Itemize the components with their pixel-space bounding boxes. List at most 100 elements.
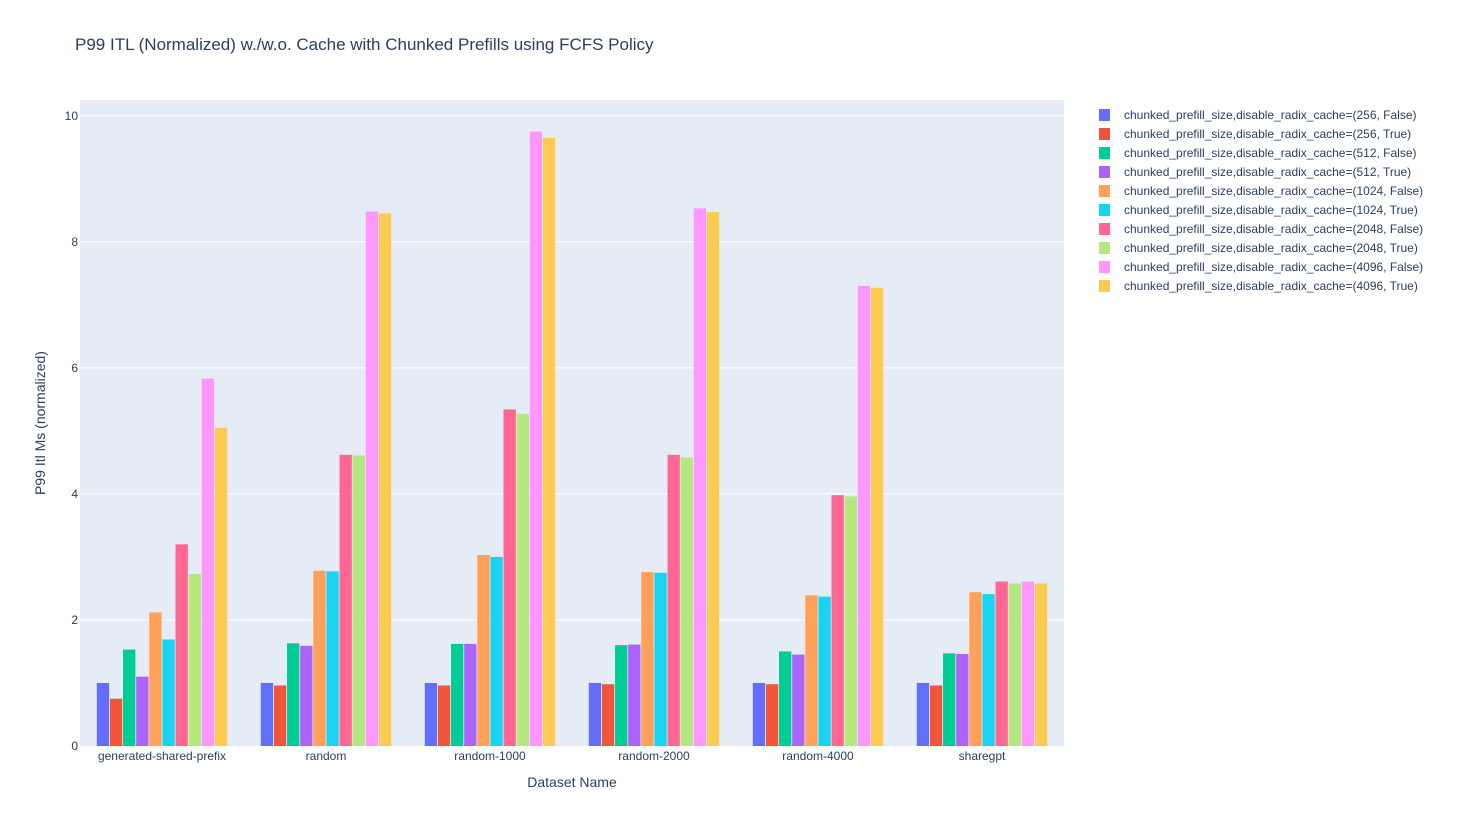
x-tick-label: random-1000 — [454, 749, 526, 763]
bars-layer — [96, 131, 1048, 747]
bar[interactable] — [641, 572, 654, 746]
legend-label: chunked_prefill_size,disable_radix_cache… — [1124, 241, 1418, 255]
series-bars — [175, 409, 1008, 746]
x-tick-label: generated-shared-prefix — [98, 749, 226, 763]
bar[interactable] — [149, 612, 162, 746]
bar[interactable] — [792, 654, 805, 746]
bar[interactable] — [136, 676, 149, 746]
legend-label: chunked_prefill_size,disable_radix_cache… — [1124, 279, 1418, 293]
bar[interactable] — [588, 682, 602, 746]
legend-item[interactable]: chunked_prefill_size,disable_radix_cache… — [1099, 222, 1423, 236]
legend-item[interactable]: chunked_prefill_size,disable_radix_cache… — [1099, 279, 1418, 293]
bar[interactable] — [162, 639, 175, 746]
bar[interactable] — [201, 378, 215, 746]
bar[interactable] — [96, 682, 110, 746]
bar[interactable] — [1021, 581, 1035, 746]
bar[interactable] — [313, 570, 326, 746]
bar[interactable] — [260, 682, 274, 746]
bar[interactable] — [831, 495, 844, 746]
bar[interactable] — [969, 592, 982, 746]
bar[interactable] — [995, 581, 1008, 746]
bar[interactable] — [477, 555, 490, 746]
legend-item[interactable]: chunked_prefill_size,disable_radix_cache… — [1099, 146, 1417, 160]
bar[interactable] — [1008, 583, 1021, 746]
bar[interactable] — [175, 544, 188, 746]
bar[interactable] — [752, 682, 766, 746]
bar[interactable] — [706, 212, 720, 746]
x-tick-label: random-4000 — [782, 749, 854, 763]
bar[interactable] — [844, 496, 857, 746]
bar[interactable] — [503, 409, 516, 746]
bar[interactable] — [188, 573, 201, 746]
bar[interactable] — [929, 685, 943, 746]
legend-item[interactable]: chunked_prefill_size,disable_radix_cache… — [1099, 203, 1418, 217]
legend-swatch — [1099, 223, 1110, 235]
bar[interactable] — [857, 285, 871, 746]
bar[interactable] — [680, 457, 693, 746]
bar[interactable] — [273, 685, 287, 746]
series-bars — [123, 643, 956, 746]
bar[interactable] — [437, 685, 451, 746]
gridlines — [80, 115, 1064, 621]
bar[interactable] — [779, 651, 792, 746]
bar[interactable] — [615, 645, 628, 746]
legend-label: chunked_prefill_size,disable_radix_cache… — [1124, 108, 1417, 122]
series-bars — [109, 684, 943, 746]
legend-swatch — [1099, 109, 1110, 121]
bar[interactable] — [300, 645, 313, 746]
series-bars — [201, 131, 1035, 747]
legend-label: chunked_prefill_size,disable_radix_cache… — [1124, 146, 1417, 160]
y-tick-label: 4 — [71, 487, 78, 501]
bar[interactable] — [601, 684, 615, 746]
chart-title: P99 ITL (Normalized) w./w.o. Cache with … — [75, 35, 654, 54]
bar[interactable] — [424, 682, 438, 746]
x-tick-label: sharegpt — [959, 749, 1006, 763]
legend-swatch — [1099, 242, 1110, 254]
bar[interactable] — [352, 455, 365, 746]
bar[interactable] — [765, 684, 779, 746]
bar[interactable] — [628, 644, 641, 746]
legend-label: chunked_prefill_size,disable_radix_cache… — [1124, 203, 1418, 217]
bar[interactable] — [870, 287, 884, 746]
bar[interactable] — [378, 213, 392, 746]
bar[interactable] — [1034, 583, 1048, 746]
bar[interactable] — [529, 131, 543, 746]
bar[interactable] — [365, 211, 379, 747]
legend-item[interactable]: chunked_prefill_size,disable_radix_cache… — [1099, 127, 1411, 141]
legend-item[interactable]: chunked_prefill_size,disable_radix_cache… — [1099, 241, 1418, 255]
bar[interactable] — [542, 137, 556, 746]
series-bars — [214, 137, 1048, 746]
bar[interactable] — [287, 643, 300, 746]
bar[interactable] — [943, 653, 956, 746]
bar[interactable] — [982, 594, 995, 746]
legend-item[interactable]: chunked_prefill_size,disable_radix_cache… — [1099, 260, 1423, 274]
bar[interactable] — [490, 556, 503, 746]
bar[interactable] — [654, 572, 667, 746]
series-bars — [188, 413, 1021, 746]
plot-area — [80, 100, 1064, 746]
bar[interactable] — [451, 643, 464, 746]
bar[interactable] — [805, 595, 818, 746]
legend-label: chunked_prefill_size,disable_radix_cache… — [1124, 127, 1411, 141]
legend-swatch — [1099, 204, 1110, 216]
bar[interactable] — [464, 643, 477, 746]
bar[interactable] — [667, 454, 680, 746]
legend-label: chunked_prefill_size,disable_radix_cache… — [1124, 222, 1423, 236]
bar[interactable] — [326, 571, 339, 746]
x-axis-title: Dataset Name — [527, 774, 617, 790]
bar[interactable] — [123, 649, 136, 746]
bar[interactable] — [516, 413, 529, 746]
bar[interactable] — [916, 682, 930, 746]
bar[interactable] — [693, 208, 707, 746]
bar[interactable] — [339, 454, 352, 746]
legend-item[interactable]: chunked_prefill_size,disable_radix_cache… — [1099, 108, 1417, 122]
legend-item[interactable]: chunked_prefill_size,disable_radix_cache… — [1099, 165, 1411, 179]
legend[interactable]: chunked_prefill_size,disable_radix_cache… — [1099, 108, 1423, 293]
legend-swatch — [1099, 128, 1110, 140]
bar[interactable] — [956, 653, 969, 746]
legend-item[interactable]: chunked_prefill_size,disable_radix_cache… — [1099, 184, 1423, 198]
bar[interactable] — [109, 698, 123, 746]
legend-swatch — [1099, 147, 1110, 159]
bar[interactable] — [818, 596, 831, 746]
bar[interactable] — [214, 427, 228, 746]
